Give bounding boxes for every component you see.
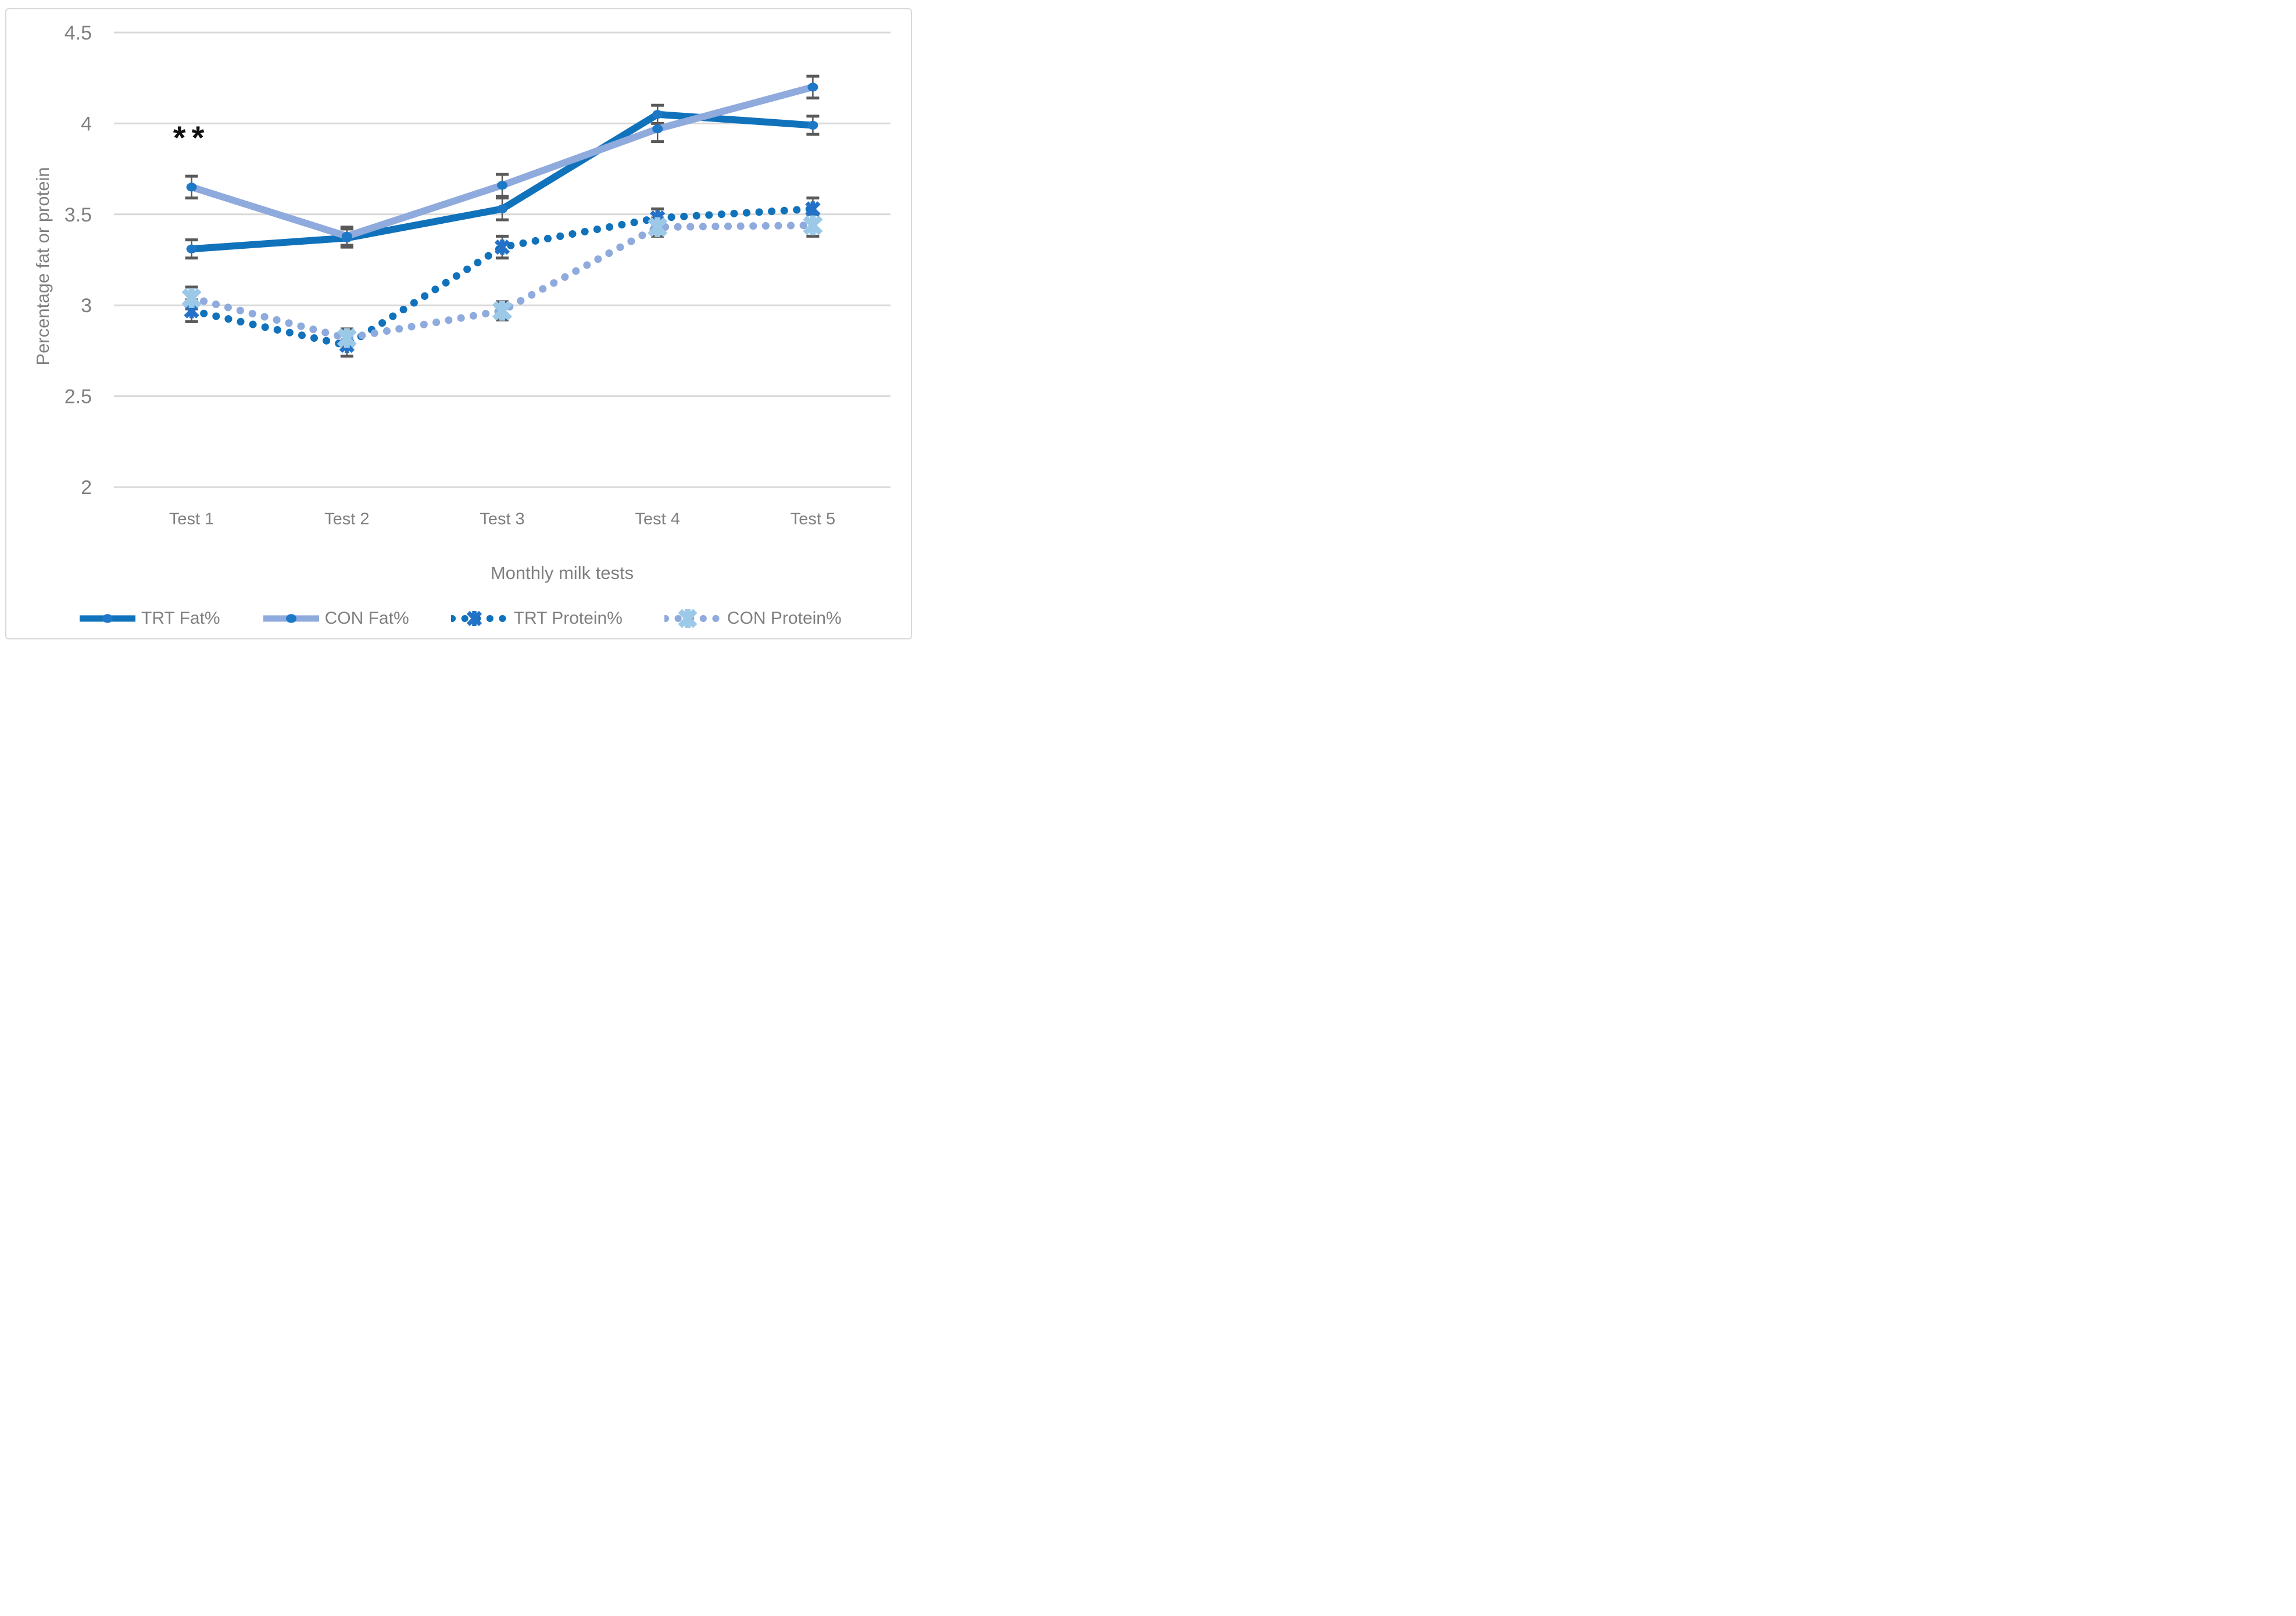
marker-con-protein-test-3 bbox=[492, 301, 513, 321]
x-tick-label-test-3: Test 3 bbox=[480, 510, 524, 528]
marker-con-protein-test-4 bbox=[648, 217, 668, 237]
x-tick-label-test-5: Test 5 bbox=[791, 510, 835, 528]
y-tick-label-4: 4 bbox=[81, 113, 92, 135]
marker-trt-fat-test-5 bbox=[807, 120, 818, 130]
y-axis-title: Percentage fat or protein bbox=[33, 167, 53, 366]
marker-con-fat-test-4 bbox=[652, 124, 663, 134]
marker-con-protein-test-2 bbox=[337, 328, 357, 348]
legend-item-trt-fat: TRT Fat% bbox=[78, 607, 220, 630]
legend-label-con-protein: CON Protein% bbox=[727, 609, 842, 628]
marker-con-fat-test-2 bbox=[341, 231, 352, 241]
chart-figure: 4.5 4 3.5 3 2.5 2 Test 1 Test 2 Test 3 Test 4 Test… bbox=[0, 0, 918, 646]
legend-marker-con-fat bbox=[285, 614, 296, 623]
marker-con-protein-test-5 bbox=[803, 215, 823, 235]
marker-trt-fat-test-3 bbox=[497, 204, 507, 214]
x-axis-title: Monthly milk tests bbox=[490, 563, 634, 583]
legend-swatch-con-protein bbox=[664, 609, 723, 628]
legend-marker-trt-fat bbox=[102, 614, 113, 623]
marker-con-fat-test-5 bbox=[807, 83, 818, 92]
marker-trt-protein-test-5 bbox=[805, 201, 821, 217]
legend-label-trt-fat: TRT Fat% bbox=[141, 609, 220, 628]
legend-label-con-fat: CON Fat% bbox=[324, 609, 409, 628]
chart-legend: TRT Fat% CON Fat% TRT Protein% CON Protein% bbox=[78, 605, 842, 632]
marker-con-fat-test-3 bbox=[497, 181, 507, 190]
marker-con-protein-test-1 bbox=[181, 288, 202, 308]
legend-item-trt-protein: TRT Protein% bbox=[450, 607, 623, 630]
marker-con-fat-test-1 bbox=[186, 183, 197, 192]
legend-marker-con-protein bbox=[678, 609, 698, 628]
legend-label-trt-protein: TRT Protein% bbox=[513, 609, 623, 628]
legend-item-con-fat: CON Fat% bbox=[262, 607, 409, 630]
marker-trt-fat-test-1 bbox=[186, 244, 197, 253]
legend-marker-trt-protein bbox=[466, 610, 482, 627]
legend-swatch-trt-protein bbox=[450, 610, 509, 627]
x-tick-label-test-2: Test 2 bbox=[324, 510, 369, 528]
legend-item-con-protein: CON Protein% bbox=[664, 607, 842, 630]
series-line-trt-protein bbox=[188, 205, 817, 349]
legend-swatch-con-fat bbox=[263, 614, 319, 623]
y-tick-label-3: 3 bbox=[81, 295, 92, 317]
marker-trt-protein-test-3 bbox=[494, 239, 510, 255]
y-tick-label-4.5: 4.5 bbox=[65, 22, 92, 44]
line-chart-canvas: 4.5 4 3.5 3 2.5 2 Test 1 Test 2 Test 3 Test 4 Test… bbox=[65, 22, 890, 528]
marker-trt-fat-test-4 bbox=[652, 110, 663, 119]
y-tick-label-2: 2 bbox=[81, 477, 92, 499]
x-tick-label-test-4: Test 4 bbox=[635, 510, 680, 528]
y-tick-label-3.5: 3.5 bbox=[65, 204, 92, 226]
x-tick-label-test-1: Test 1 bbox=[169, 510, 214, 528]
significance-annotation: ** bbox=[173, 119, 210, 156]
y-tick-label-2.5: 2.5 bbox=[65, 386, 92, 408]
legend-swatch-trt-fat bbox=[80, 614, 135, 623]
